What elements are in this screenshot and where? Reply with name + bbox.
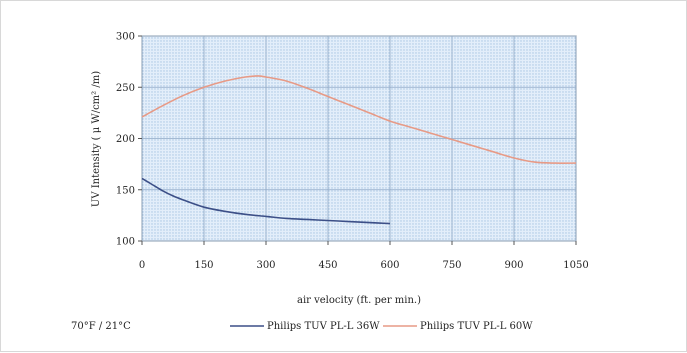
x-tick-label: 600 — [380, 260, 399, 271]
x-axis-title: air velocity (ft. per min.) — [297, 295, 421, 306]
x-tick-label: 1050 — [563, 260, 588, 271]
series-lines — [141, 75, 577, 225]
x-tick-label: 900 — [504, 260, 523, 271]
y-tick-label: 250 — [116, 83, 135, 94]
legend: Philips TUV PL-L 36W Philips TUV PL-L 60… — [230, 321, 533, 332]
temperature-note: 70°F / 21°C — [71, 321, 131, 332]
x-tick-label: 0 — [139, 260, 145, 271]
series-line-36w — [141, 177, 391, 225]
y-tick-label: 300 — [116, 32, 135, 43]
x-tick-label: 300 — [256, 260, 275, 271]
y-axis-ticks: 100 150 200 250 300 — [116, 32, 142, 248]
x-tick-label: 750 — [442, 260, 461, 271]
legend-label-60w: Philips TUV PL-L 60W — [420, 321, 533, 332]
x-tick-label: 450 — [318, 260, 337, 271]
legend-label-36w: Philips TUV PL-L 36W — [267, 321, 380, 332]
y-tick-label: 150 — [116, 185, 135, 196]
x-tick-label: 150 — [194, 260, 213, 271]
series-line-60w — [141, 75, 577, 164]
gridlines — [141, 35, 577, 242]
y-axis-title: UV Intensity ( μ W/cm² /m) — [91, 71, 102, 207]
y-tick-label: 200 — [116, 134, 135, 145]
x-axis-ticks: 0 150 300 450 600 750 900 1050 — [139, 241, 589, 271]
y-tick-label: 100 — [116, 237, 135, 248]
